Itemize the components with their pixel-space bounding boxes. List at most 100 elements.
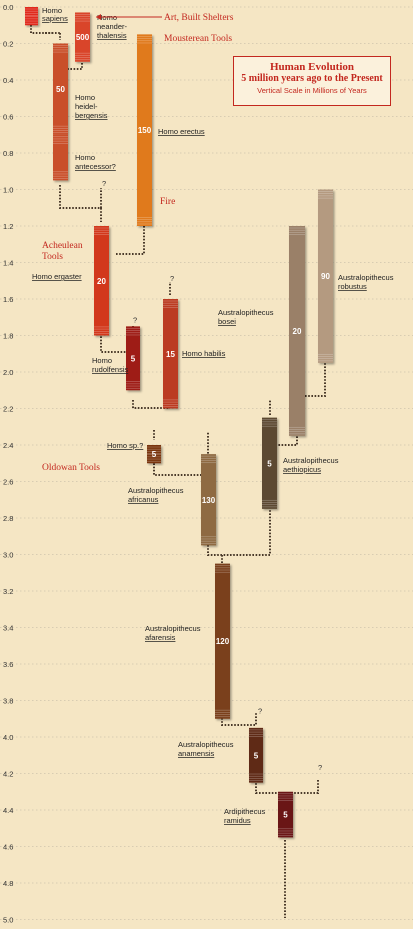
uncertain-marker: ? xyxy=(318,763,322,772)
species-label: Homo xyxy=(92,356,112,365)
tick-label: 2.6 xyxy=(3,478,13,487)
species-label: Australopithecus xyxy=(283,456,339,465)
annotation-arrow-head xyxy=(96,14,101,20)
tick-label: 4.4 xyxy=(3,806,13,815)
lineage-connector xyxy=(30,25,60,34)
tick-label: 1.4 xyxy=(3,259,13,268)
tick-label: 3.4 xyxy=(3,624,13,633)
tick-label: 2.2 xyxy=(3,405,13,414)
species-bar xyxy=(94,226,109,336)
species-value: 500 xyxy=(76,33,90,42)
species-label: afarensis xyxy=(145,633,176,642)
tool-annotation: Art, Built Shelters xyxy=(164,13,234,23)
species-bar xyxy=(201,454,216,546)
lineage-connector xyxy=(153,457,208,476)
species-value: 5 xyxy=(254,751,259,760)
species-bar xyxy=(163,299,178,409)
tick-label: 0.4 xyxy=(3,76,13,85)
species-label: heidel- xyxy=(75,102,98,111)
uncertain-marker: ? xyxy=(170,274,174,283)
species-label: ramidus xyxy=(224,816,251,825)
species-bar xyxy=(53,134,68,181)
tool-annotation: Acheulean xyxy=(42,241,83,251)
species-bar xyxy=(53,43,68,135)
lineage-connector xyxy=(270,430,298,446)
species-bar xyxy=(137,34,152,226)
species-label: Homo habilis xyxy=(182,349,226,358)
species-label: aethiopicus xyxy=(283,465,321,474)
tick-label: 3.0 xyxy=(3,551,13,560)
species-value: 5 xyxy=(152,450,157,459)
tick-label: 5.0 xyxy=(3,916,13,925)
tick-label: 3.2 xyxy=(3,587,13,596)
scale-note: Vertical Scale in Millions of Years xyxy=(257,86,367,95)
lineage-connector xyxy=(100,330,126,353)
uncertain-marker: ? xyxy=(258,706,262,715)
species-label: Homo xyxy=(75,93,95,102)
tick-label: 2.8 xyxy=(3,514,13,523)
species-value: 20 xyxy=(293,327,302,336)
species-label: Australopithecus xyxy=(178,740,234,749)
species-label: rudolfensis xyxy=(92,365,129,374)
species-label: Homo ergaster xyxy=(32,272,82,281)
species-label: bergensis xyxy=(75,111,108,120)
tick-label: 4.6 xyxy=(3,843,13,852)
lineage-connector xyxy=(132,400,170,409)
species-value: 20 xyxy=(97,277,106,286)
lineage-connector xyxy=(207,490,271,556)
species-bar xyxy=(147,445,161,464)
species-bar xyxy=(278,791,293,838)
tool-annotation: Oldowan Tools xyxy=(42,463,100,473)
species-label: Homo sp.? xyxy=(107,441,143,450)
tick-label: 0.2 xyxy=(3,40,13,49)
species-label: africanus xyxy=(128,495,159,504)
species-label: robustus xyxy=(338,282,367,291)
species-value: 150 xyxy=(138,126,152,135)
tick-label: 1.0 xyxy=(3,186,13,195)
species-label: Australopithecus xyxy=(338,273,394,282)
chart-subtitle: 5 million years ago to the Present xyxy=(241,73,383,84)
tick-label: 3.8 xyxy=(3,697,13,706)
tick-label: 4.8 xyxy=(3,879,13,888)
lineage-connector xyxy=(255,780,319,794)
species-bar xyxy=(75,12,90,62)
species-value: 15 xyxy=(166,350,175,359)
tick-label: 1.6 xyxy=(3,295,13,304)
species-label: neander- xyxy=(97,22,128,31)
gridlines xyxy=(0,6,413,920)
lineage-connector xyxy=(116,225,145,255)
y-axis-ticks: 0.0 0.2 0.4 0.6 0.8 1.0 1.2 1.4 1.6 1.8 2.0 2.2 2.4 2… xyxy=(3,3,13,925)
lineage-connector xyxy=(59,185,102,222)
lineage-connector xyxy=(305,360,326,397)
tick-label: 1.8 xyxy=(3,332,13,341)
species-label: thalensis xyxy=(97,31,127,40)
question-marks: ????? xyxy=(102,179,322,772)
tick-label: 1.2 xyxy=(3,222,13,231)
species-label: sapiens xyxy=(42,14,68,23)
species-bar xyxy=(126,326,140,391)
tick-label: 0.6 xyxy=(3,113,13,122)
species-label: Homo erectus xyxy=(158,127,205,136)
tick-label: 2.0 xyxy=(3,368,13,377)
species-bar xyxy=(249,727,263,783)
species-label: Australopithecus xyxy=(145,624,201,633)
tool-annotation: Fire xyxy=(160,197,175,207)
tick-label: 4.0 xyxy=(3,733,13,742)
species-value: 5 xyxy=(283,811,288,820)
species-label: Ardipithecus xyxy=(224,807,266,816)
species-bars: 500 50 150 20 5 15 5 130 5 20 90 120 5 5 xyxy=(25,7,333,838)
tick-label: 4.2 xyxy=(3,770,13,779)
species-bar xyxy=(262,417,277,509)
species-value: 90 xyxy=(321,272,330,281)
lineage-connector xyxy=(221,712,257,726)
species-bar xyxy=(318,189,333,363)
species-bar xyxy=(215,563,230,719)
tick-label: 0.0 xyxy=(3,3,13,12)
tool-annotation: Mousterean Tools xyxy=(164,34,232,44)
species-value: 5 xyxy=(267,459,272,468)
species-bar xyxy=(289,226,305,436)
tick-label: 2.4 xyxy=(3,441,13,450)
uncertain-marker: ? xyxy=(133,316,137,325)
